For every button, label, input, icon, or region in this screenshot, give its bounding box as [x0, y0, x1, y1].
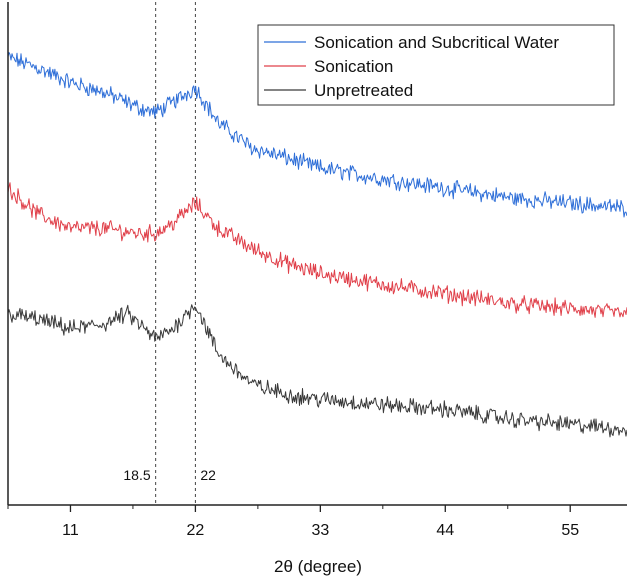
plot-area: 18.5 22 — [7, 2, 627, 505]
x-tick-label: 11 — [62, 522, 79, 539]
legend-label-1: Sonication and Subcritical Water — [314, 33, 559, 52]
x-tick-label: 33 — [311, 522, 329, 539]
x-axis-title: 2θ (degree) — [274, 557, 362, 576]
x-axis: 11 22 33 44 55 — [7, 2, 627, 539]
legend-label-3: Unpretreated — [314, 81, 413, 100]
x-tick-label: 44 — [436, 522, 454, 539]
legend-box — [257, 24, 615, 106]
x-tick-label: 22 — [187, 522, 205, 539]
series-line-1 — [7, 52, 627, 218]
x-tick-label: 55 — [561, 522, 579, 539]
reference-label-22: 22 — [200, 467, 216, 483]
series-line-3 — [7, 304, 627, 438]
legend-label-2: Sonication — [314, 57, 393, 76]
series-line-2 — [7, 182, 627, 318]
legend: Sonication and Subcritical Water Sonicati… — [257, 24, 615, 106]
reference-label-18-5: 18.5 — [123, 467, 150, 483]
